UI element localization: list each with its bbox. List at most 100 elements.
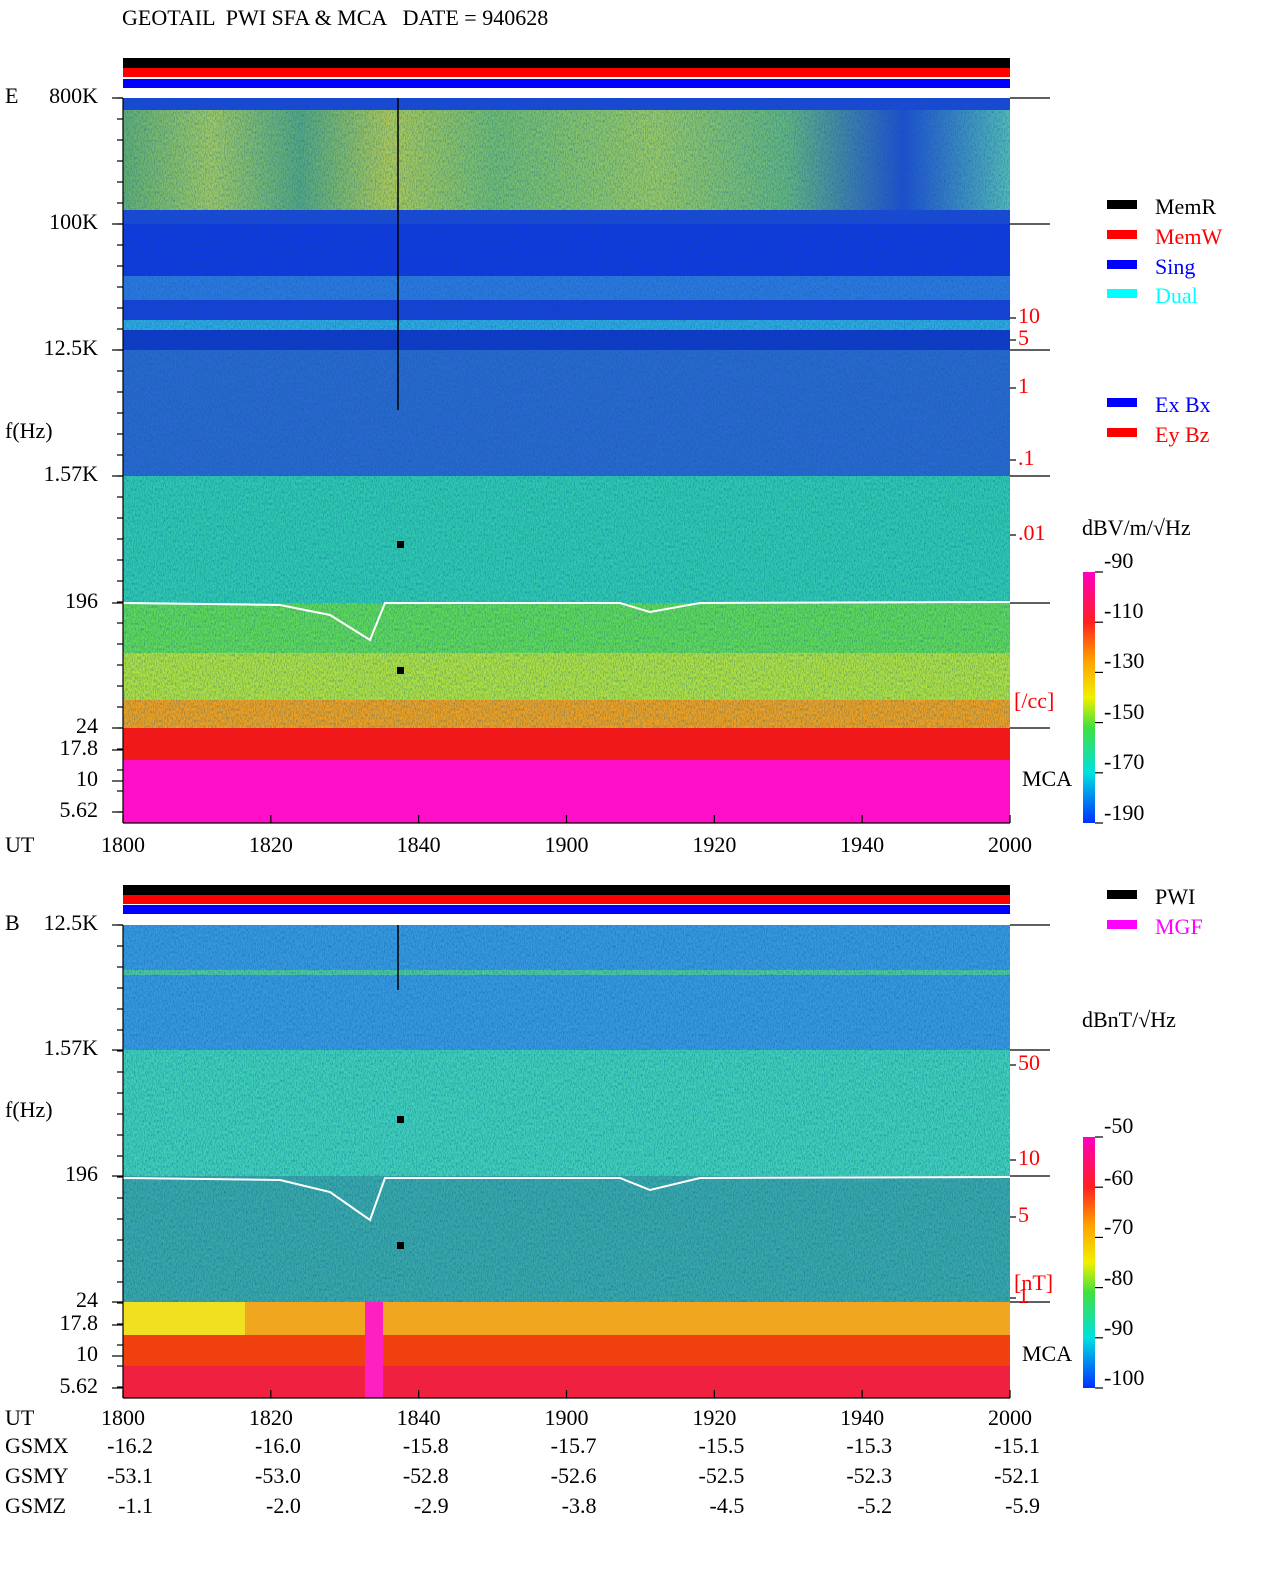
legend-swatch xyxy=(1107,200,1137,209)
colorbar-tick-label: -60 xyxy=(1104,1165,1133,1190)
orbit-value: -15.8 xyxy=(403,1433,449,1458)
x-tick-label: 1820 xyxy=(249,832,293,857)
legend-swatch xyxy=(1107,428,1137,437)
mca-label: MCA xyxy=(1022,766,1072,791)
x-tick-label: 2000 xyxy=(988,832,1032,857)
orbit-value: -53.0 xyxy=(255,1463,301,1488)
orbit-value: -15.5 xyxy=(699,1433,745,1458)
orbit-value: -16.0 xyxy=(255,1433,301,1458)
orbit-label: GSMX xyxy=(5,1433,69,1458)
colorbar-tick-label: -110 xyxy=(1104,598,1144,623)
colorbar-tick-label: -190 xyxy=(1104,800,1144,825)
density-label: 50 xyxy=(1018,1050,1040,1075)
legend-swatch xyxy=(1107,289,1137,298)
x-tick-label: 1920 xyxy=(692,832,736,857)
colorbar-label: dBnT/√Hz xyxy=(1082,1007,1176,1032)
orbit-value: -15.3 xyxy=(846,1433,892,1458)
x-tick-label: 1840 xyxy=(397,1405,441,1430)
orbit-value: -52.6 xyxy=(551,1463,597,1488)
y-axis-label: f(Hz) xyxy=(5,418,53,443)
density-unit: [nT] xyxy=(1014,1270,1053,1295)
orbit-value: -52.3 xyxy=(846,1463,892,1488)
legend-label: Dual xyxy=(1155,283,1198,308)
y-tick-label: 10 xyxy=(76,1341,98,1366)
orbit-label: GSMY xyxy=(5,1463,69,1488)
density-unit: [/cc] xyxy=(1014,688,1054,713)
density-label: 1 xyxy=(1018,1283,1029,1308)
legend-label: MemW xyxy=(1155,224,1222,249)
y-tick-label: 5.62 xyxy=(60,797,99,822)
y-tick-label: 196 xyxy=(65,588,98,613)
panel-b-image xyxy=(122,885,1011,1398)
y-tick-label: 1.57K xyxy=(44,461,99,486)
colorbar-tick-label: -70 xyxy=(1104,1214,1133,1239)
y-tick-label: 17.8 xyxy=(60,735,99,760)
orbit-value: -5.2 xyxy=(857,1493,892,1518)
x-tick-label: 2000 xyxy=(988,1405,1032,1430)
density-label: 5 xyxy=(1018,1202,1029,1227)
title: GEOTAIL PWI SFA & MCA DATE = 940628 xyxy=(122,5,548,30)
y-tick-label: 1.57K xyxy=(44,1035,99,1060)
y-tick-label: 100K xyxy=(49,209,98,234)
orbit-value: -1.1 xyxy=(118,1493,153,1518)
x-tick-label: 1940 xyxy=(840,832,884,857)
orbit-value: -16.2 xyxy=(107,1433,153,1458)
legend-label: Ey Bz xyxy=(1155,422,1210,447)
orbit-value: -2.9 xyxy=(414,1493,449,1518)
x-tick-label: 1840 xyxy=(397,832,441,857)
colorbar-tick-label: -100 xyxy=(1104,1365,1144,1390)
colorbar-tick-label: -150 xyxy=(1104,699,1144,724)
y-tick-label: 196 xyxy=(65,1161,98,1186)
density-label: 5 xyxy=(1018,325,1029,350)
orbit-label: GSMZ xyxy=(5,1493,66,1518)
x-tick-label: 1900 xyxy=(545,832,589,857)
colorbar-tick-label: -80 xyxy=(1104,1265,1133,1290)
y-axis-label: f(Hz) xyxy=(5,1097,53,1122)
y-tick-label: 24 xyxy=(76,713,98,738)
legend-swatch xyxy=(1107,398,1137,407)
orbit-value: -2.0 xyxy=(266,1493,301,1518)
density-label: .01 xyxy=(1018,520,1046,545)
colorbar-label: dBV/m/√Hz xyxy=(1082,515,1191,540)
legend-swatch xyxy=(1107,230,1137,239)
orbit-value: -15.1 xyxy=(994,1433,1040,1458)
legend-swatch xyxy=(1107,920,1137,929)
y-tick-label: 12.5K xyxy=(44,335,99,360)
orbit-value: -52.1 xyxy=(994,1463,1040,1488)
y-tick-label: 24 xyxy=(76,1287,98,1312)
y-tick-label: 5.62 xyxy=(60,1373,99,1398)
colorbar-tick-label: -90 xyxy=(1104,548,1133,573)
legend-label: PWI xyxy=(1155,884,1195,909)
y-tick-label: 800K xyxy=(49,83,98,108)
orbit-value: -4.5 xyxy=(710,1493,745,1518)
colorbar-tick-label: -90 xyxy=(1104,1315,1133,1340)
density-label: 10 xyxy=(1018,303,1040,328)
x-tick-label: 1820 xyxy=(249,1405,293,1430)
density-label: 10 xyxy=(1018,1145,1040,1170)
panel-e-image xyxy=(122,58,1011,823)
density-label: 1 xyxy=(1018,373,1029,398)
y-tick-label: 12.5K xyxy=(44,910,99,935)
density-label: .1 xyxy=(1018,445,1035,470)
orbit-value: -53.1 xyxy=(107,1463,153,1488)
orbit-value: -52.5 xyxy=(699,1463,745,1488)
x-tick-label: 1920 xyxy=(692,1405,736,1430)
x-tick-label: 1900 xyxy=(545,1405,589,1430)
x-tick-label: 1800 xyxy=(101,1405,145,1430)
orbit-value: -5.9 xyxy=(1005,1493,1040,1518)
legend-swatch xyxy=(1107,890,1137,899)
orbit-value: -3.8 xyxy=(562,1493,597,1518)
legend-label: Ex Bx xyxy=(1155,392,1211,417)
colorbars xyxy=(1083,572,1095,1388)
legend-swatch xyxy=(1107,260,1137,269)
orbit-value: -15.7 xyxy=(551,1433,597,1458)
colorbar-tick-label: -130 xyxy=(1104,648,1144,673)
legend-label: MGF xyxy=(1155,914,1203,939)
x-tick-label: 1940 xyxy=(840,1405,884,1430)
colorbar-tick-label: -170 xyxy=(1104,749,1144,774)
legend-label: Sing xyxy=(1155,254,1195,279)
x-axis-label: UT xyxy=(5,832,35,857)
y-tick-label: 17.8 xyxy=(60,1310,99,1335)
panel-id: B xyxy=(5,910,20,935)
